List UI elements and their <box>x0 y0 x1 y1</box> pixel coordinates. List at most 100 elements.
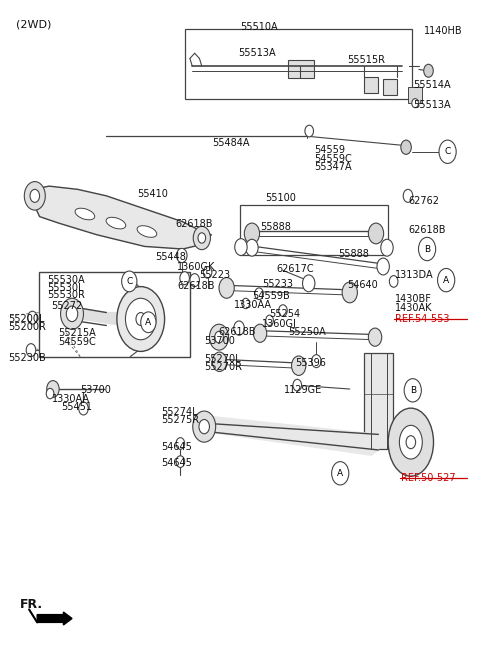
Text: 1330AA: 1330AA <box>51 394 89 404</box>
Text: 54559B: 54559B <box>252 291 290 301</box>
Circle shape <box>291 356 306 376</box>
Text: 54645: 54645 <box>161 442 192 452</box>
Circle shape <box>332 462 349 485</box>
Text: 55233: 55233 <box>262 279 293 289</box>
Text: 55347A: 55347A <box>314 162 351 172</box>
Circle shape <box>180 271 190 284</box>
Circle shape <box>242 298 250 309</box>
Circle shape <box>28 311 37 324</box>
Bar <box>185 29 412 98</box>
Circle shape <box>79 402 88 415</box>
Circle shape <box>199 419 209 434</box>
Text: 55448: 55448 <box>156 252 186 262</box>
Ellipse shape <box>106 217 126 229</box>
Bar <box>288 60 314 78</box>
Text: 1129GE: 1129GE <box>284 385 322 395</box>
Circle shape <box>26 344 36 357</box>
Circle shape <box>279 305 287 316</box>
Text: FR.: FR. <box>20 598 43 611</box>
Circle shape <box>193 227 210 249</box>
Circle shape <box>121 271 137 292</box>
Text: 55223: 55223 <box>199 270 230 281</box>
Text: 55254: 55254 <box>270 309 300 319</box>
Circle shape <box>368 223 384 244</box>
Text: A: A <box>337 469 343 478</box>
Text: 54559C: 54559C <box>314 154 352 163</box>
Text: 62618B: 62618B <box>177 281 215 292</box>
Text: 55514A: 55514A <box>413 81 450 90</box>
Text: 62762: 62762 <box>408 196 439 206</box>
Circle shape <box>439 140 456 163</box>
Text: 55513A: 55513A <box>413 100 450 110</box>
Text: 55100: 55100 <box>265 193 296 202</box>
Text: 62618B: 62618B <box>408 225 445 235</box>
Text: 1140HB: 1140HB <box>424 26 462 36</box>
Circle shape <box>438 268 455 292</box>
Text: 1360GK: 1360GK <box>177 262 216 272</box>
Text: C: C <box>444 147 451 156</box>
Text: B: B <box>410 386 416 395</box>
Ellipse shape <box>399 425 422 459</box>
Text: 55272: 55272 <box>51 301 83 311</box>
Text: 1313DA: 1313DA <box>395 270 434 281</box>
Text: A: A <box>443 275 449 284</box>
Text: 1430AK: 1430AK <box>395 303 432 313</box>
Circle shape <box>209 324 228 350</box>
Text: 55515R: 55515R <box>348 55 385 64</box>
Text: 55274L: 55274L <box>161 406 198 417</box>
Bar <box>38 272 191 357</box>
Circle shape <box>368 328 382 346</box>
Text: 62617C: 62617C <box>276 264 314 274</box>
Circle shape <box>46 389 54 399</box>
Text: 55396: 55396 <box>295 358 326 368</box>
Text: 55510A: 55510A <box>240 22 278 32</box>
Text: 55530R: 55530R <box>47 290 84 301</box>
Circle shape <box>125 298 156 340</box>
Circle shape <box>203 266 212 278</box>
Text: 55530L: 55530L <box>47 283 83 293</box>
Text: 55230B: 55230B <box>9 353 46 363</box>
Circle shape <box>198 233 205 243</box>
Text: (2WD): (2WD) <box>16 20 51 29</box>
Circle shape <box>253 324 267 342</box>
Ellipse shape <box>137 226 157 238</box>
Text: 54559: 54559 <box>314 145 345 156</box>
Circle shape <box>401 140 411 154</box>
Circle shape <box>305 125 313 137</box>
Circle shape <box>215 331 223 343</box>
Circle shape <box>176 456 185 467</box>
Polygon shape <box>30 186 211 249</box>
Circle shape <box>193 411 216 442</box>
Circle shape <box>212 352 227 372</box>
Circle shape <box>293 380 301 391</box>
Circle shape <box>235 239 247 255</box>
Text: 1360GJ: 1360GJ <box>262 319 296 329</box>
Circle shape <box>246 240 258 256</box>
Text: 62618B: 62618B <box>176 219 213 229</box>
Circle shape <box>60 298 84 329</box>
Polygon shape <box>71 307 125 326</box>
Circle shape <box>377 258 389 275</box>
Text: A: A <box>145 318 151 327</box>
Circle shape <box>389 275 398 287</box>
Text: 55451: 55451 <box>61 402 92 412</box>
Circle shape <box>234 321 244 335</box>
Text: 55250A: 55250A <box>288 327 325 337</box>
Text: B: B <box>424 245 430 253</box>
Bar <box>240 205 388 255</box>
Circle shape <box>176 437 185 449</box>
Text: 55888: 55888 <box>260 222 291 232</box>
Text: 55513A: 55513A <box>238 48 276 58</box>
Circle shape <box>312 355 321 368</box>
Text: REF.54-553: REF.54-553 <box>395 314 450 324</box>
Text: 55484A: 55484A <box>212 137 249 148</box>
Text: 55275R: 55275R <box>161 415 199 425</box>
Text: 54559C: 54559C <box>58 337 96 346</box>
Text: REF.50-527: REF.50-527 <box>401 473 456 483</box>
Text: 55410: 55410 <box>137 189 168 199</box>
Circle shape <box>424 64 433 77</box>
Circle shape <box>406 436 416 449</box>
Ellipse shape <box>388 408 433 477</box>
Bar <box>383 79 397 96</box>
Polygon shape <box>197 416 378 455</box>
